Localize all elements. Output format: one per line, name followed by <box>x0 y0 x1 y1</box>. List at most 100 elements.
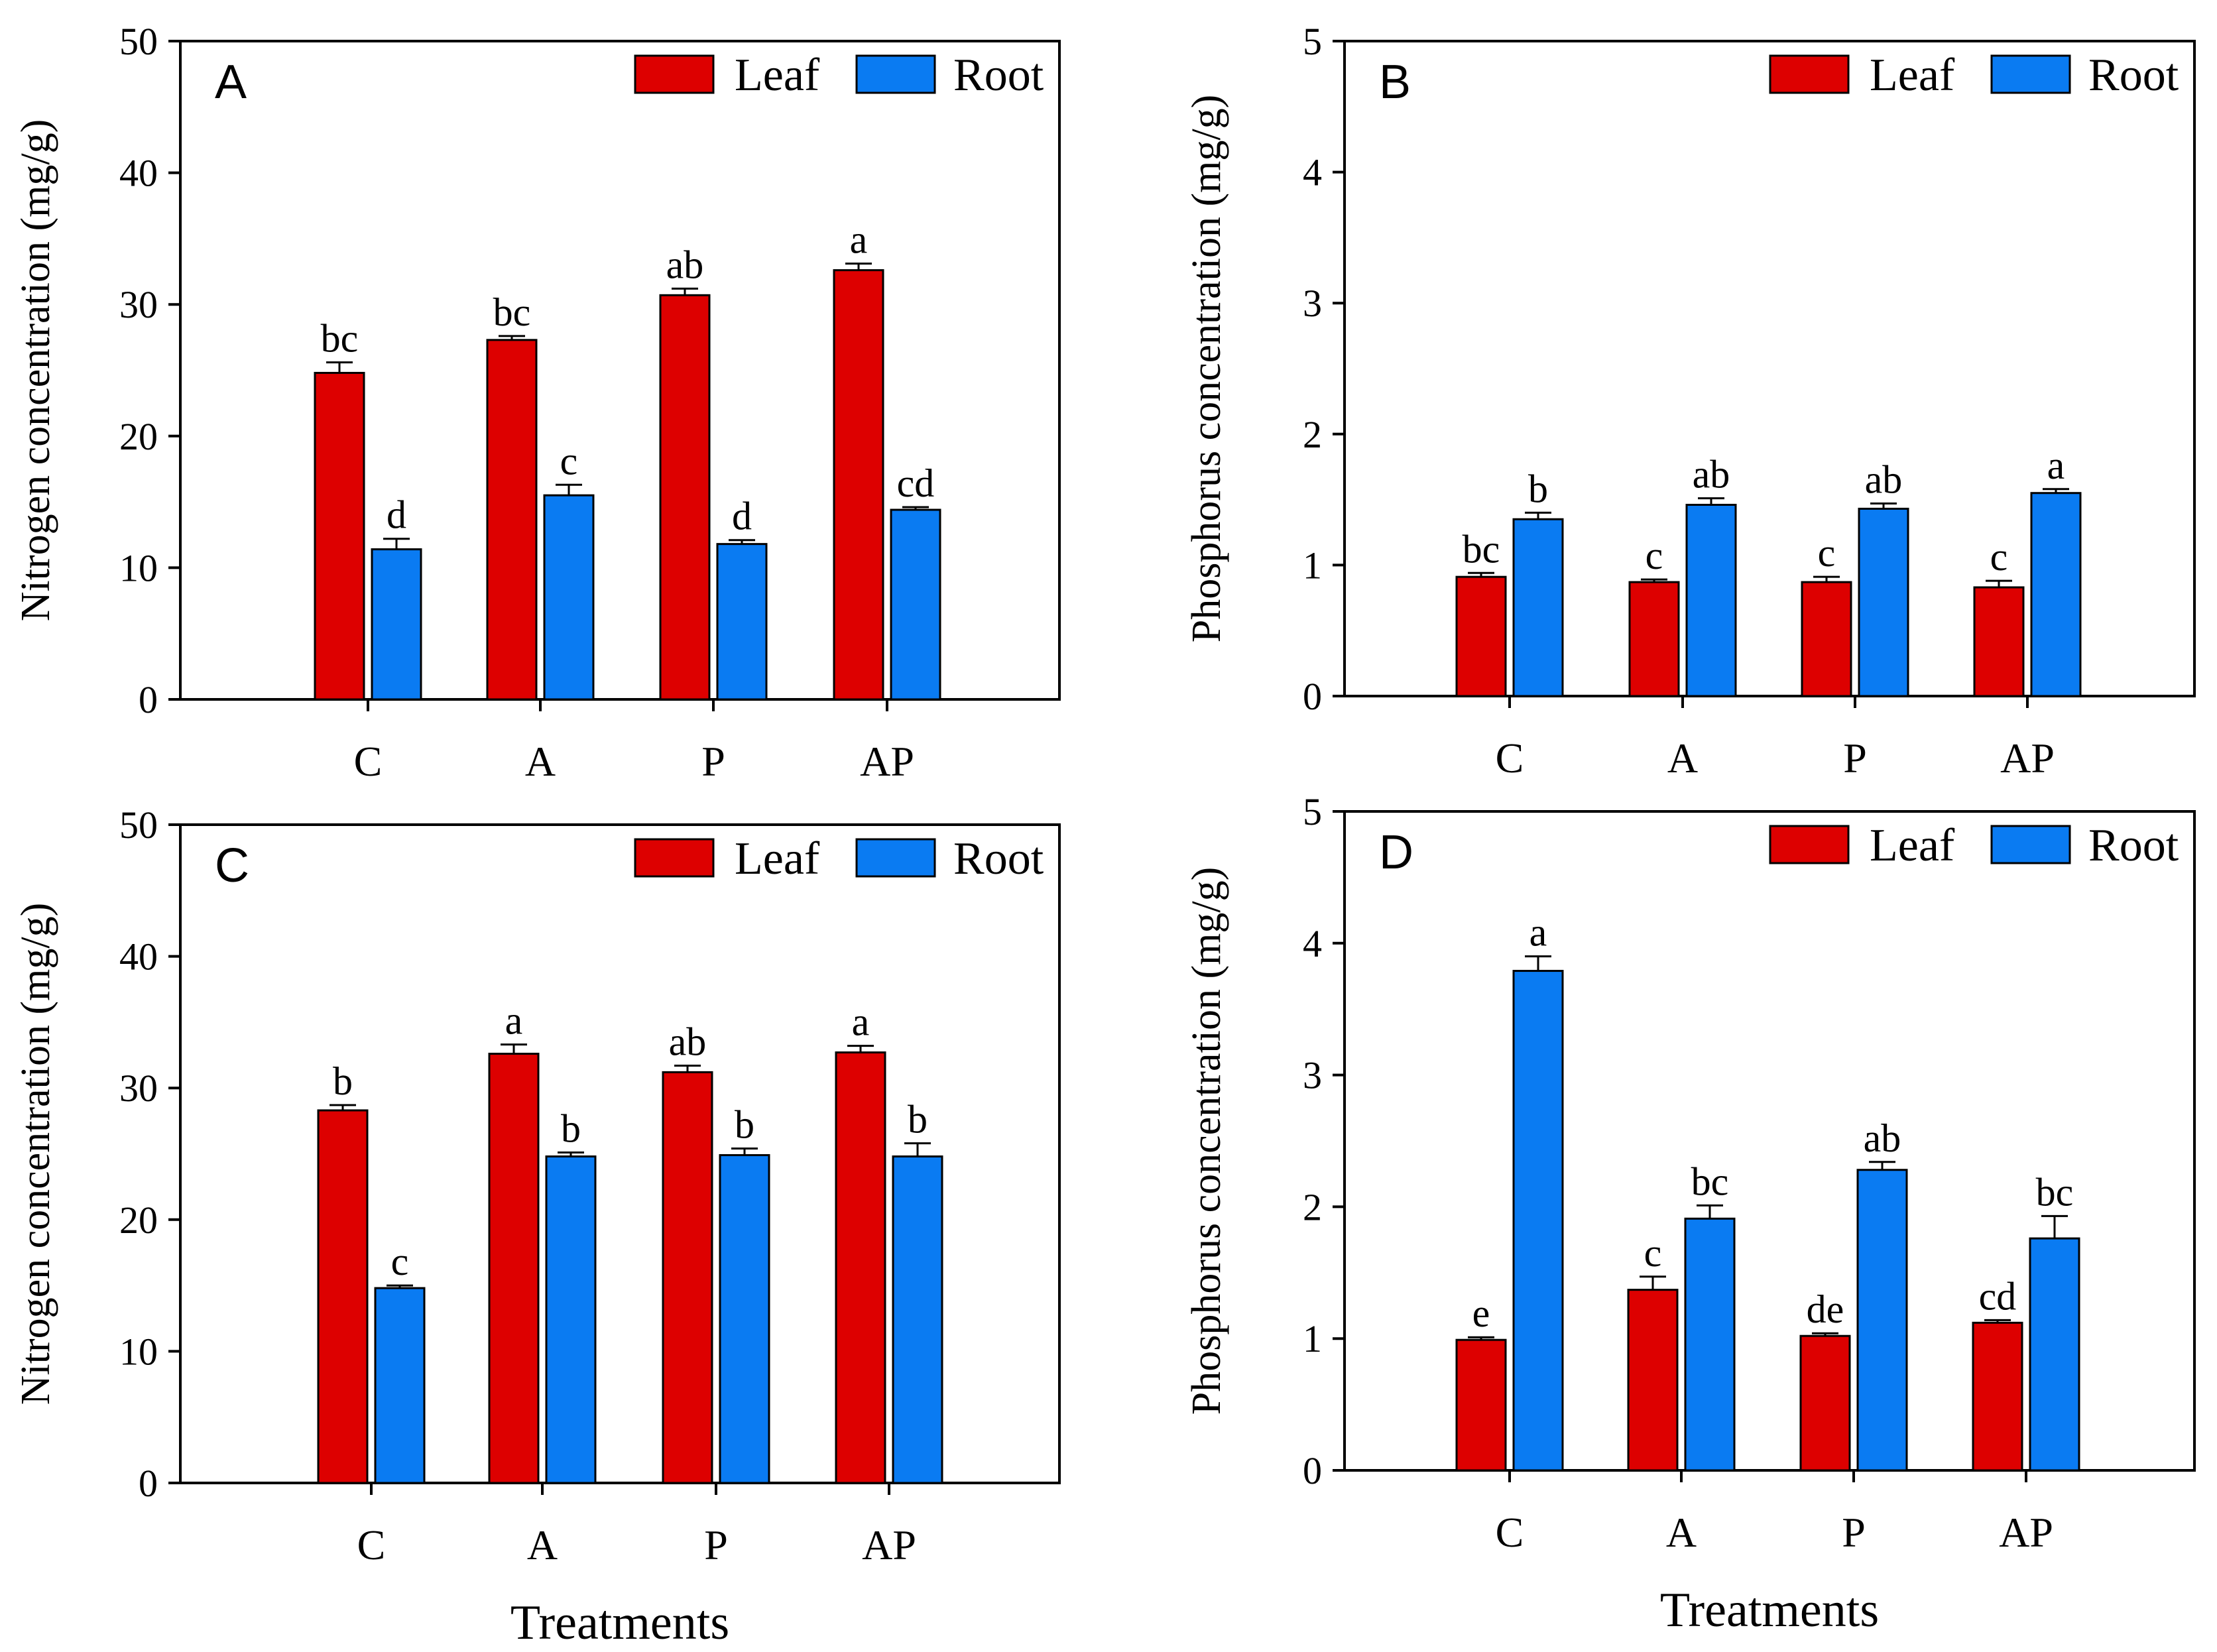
x-tick-label: P <box>704 1521 728 1568</box>
legend-swatch-root <box>855 54 936 94</box>
significance-label: e <box>1472 1291 1490 1335</box>
plot-frame <box>1343 810 2196 1472</box>
bar-leaf <box>314 371 365 701</box>
y-tick-label: 4 <box>1303 151 1322 194</box>
y-tick-label: 50 <box>119 803 158 847</box>
bar-root <box>371 548 422 701</box>
bar-leaf <box>1973 586 2025 697</box>
y-tick-label: 3 <box>1303 1054 1322 1097</box>
significance-label: de <box>1807 1287 1844 1331</box>
significance-label: ab <box>666 243 704 286</box>
bar-leaf <box>1627 1289 1679 1472</box>
y-tick-label: 30 <box>119 1067 158 1110</box>
bar-root <box>1858 507 1909 697</box>
y-tick-label: 0 <box>139 1462 158 1505</box>
significance-label: bc <box>1691 1159 1729 1203</box>
legend-swatch-root <box>855 838 936 878</box>
significance-label: bc <box>1463 527 1500 571</box>
significance-label: a <box>505 999 523 1043</box>
y-tick-label: 2 <box>1303 413 1322 456</box>
y-tick-label: 20 <box>119 1199 158 1242</box>
x-tick-label: A <box>1666 1509 1697 1556</box>
plot-frame <box>179 823 1061 1484</box>
legend-label-root: Root <box>2088 50 2179 101</box>
bar-leaf <box>835 1051 886 1484</box>
bar-root <box>1512 970 1564 1472</box>
legend-swatch-root <box>1990 54 2071 94</box>
legend-swatch-leaf <box>634 838 715 878</box>
significance-label: c <box>560 439 578 483</box>
significance-label: b <box>908 1098 928 1142</box>
significance-label: ab <box>669 1020 707 1063</box>
legend-label-leaf: Leaf <box>735 833 820 884</box>
bar-root <box>1684 1217 1736 1472</box>
significance-label: bc <box>2036 1170 2074 1214</box>
x-tick-label: P <box>701 738 725 785</box>
y-tick-label: 40 <box>119 152 158 195</box>
legend-swatch-leaf <box>1769 54 1850 94</box>
x-tick-label: AP <box>862 1521 916 1568</box>
bar-root <box>892 1155 943 1484</box>
panel-A: 0 10 20 30 40 50 Nitrogen concentration (mg/g)… <box>13 20 1061 785</box>
y-tick-label: 0 <box>139 678 158 721</box>
significance-label: a <box>1529 911 1547 955</box>
legend-label-leaf: Leaf <box>735 50 820 101</box>
x-tick-label: P <box>1842 1509 1866 1556</box>
bar-root <box>890 508 941 701</box>
legend-label-leaf: Leaf <box>1870 50 1955 101</box>
x-tick-label: C <box>1496 1509 1524 1556</box>
bar-leaf <box>1799 1334 1851 1472</box>
bar-root <box>716 543 768 701</box>
bar-root <box>2029 1237 2080 1472</box>
significance-label: ab <box>1865 458 1903 502</box>
significance-label: b <box>561 1107 581 1151</box>
significance-label: d <box>732 495 752 538</box>
bar-leaf <box>1455 575 1507 697</box>
significance-label: ab <box>1693 453 1730 497</box>
y-tick-label: 5 <box>1303 20 1322 63</box>
legend-label-root: Root <box>953 833 1044 884</box>
significance-label: c <box>1646 534 1663 577</box>
bar-root <box>1685 504 1737 697</box>
significance-label: cd <box>897 461 935 505</box>
y-tick-label: 10 <box>119 546 158 589</box>
y-tick-label: 30 <box>119 283 158 326</box>
bar-root <box>374 1287 426 1484</box>
panel-label: A <box>215 56 247 109</box>
significance-label: c <box>1644 1231 1662 1275</box>
y-tick-label: 2 <box>1303 1185 1322 1228</box>
y-tick-label: 20 <box>119 415 158 458</box>
bar-leaf <box>486 339 538 701</box>
significance-label: d <box>387 493 406 537</box>
y-tick-label: 4 <box>1303 922 1322 965</box>
bar-leaf <box>662 1071 713 1484</box>
legend-label-root: Root <box>953 50 1044 101</box>
significance-label: a <box>2047 443 2065 487</box>
y-tick-label: 1 <box>1303 1317 1322 1360</box>
x-tick-label: A <box>525 738 556 785</box>
bar-root <box>719 1153 770 1484</box>
x-tick-label: C <box>1496 735 1524 782</box>
y-tick-label: 1 <box>1303 544 1322 587</box>
significance-label: b <box>1528 467 1548 510</box>
plot-frame <box>179 40 1061 701</box>
bar-leaf <box>833 269 884 701</box>
x-tick-label: AP <box>860 738 914 785</box>
bar-leaf <box>317 1109 369 1484</box>
y-axis-title: Phosphorus concentration (mg/g) <box>1184 95 1229 643</box>
bar-leaf <box>1455 1338 1507 1472</box>
y-axis-title: Phosphorus concentration (mg/g) <box>1184 867 1229 1415</box>
panel-label: B <box>1379 56 1411 109</box>
legend-swatch-leaf <box>634 54 715 94</box>
bar-root <box>2030 492 2082 697</box>
x-tick-label: AP <box>2000 735 2055 782</box>
x-tick-label: A <box>527 1521 558 1568</box>
significance-label: ab <box>1864 1116 1901 1160</box>
plot-frame <box>1343 40 2196 697</box>
bar-root <box>1856 1169 1908 1472</box>
y-tick-label: 0 <box>1303 1449 1322 1492</box>
panel-label: D <box>1379 826 1413 879</box>
significance-label: b <box>735 1103 754 1147</box>
